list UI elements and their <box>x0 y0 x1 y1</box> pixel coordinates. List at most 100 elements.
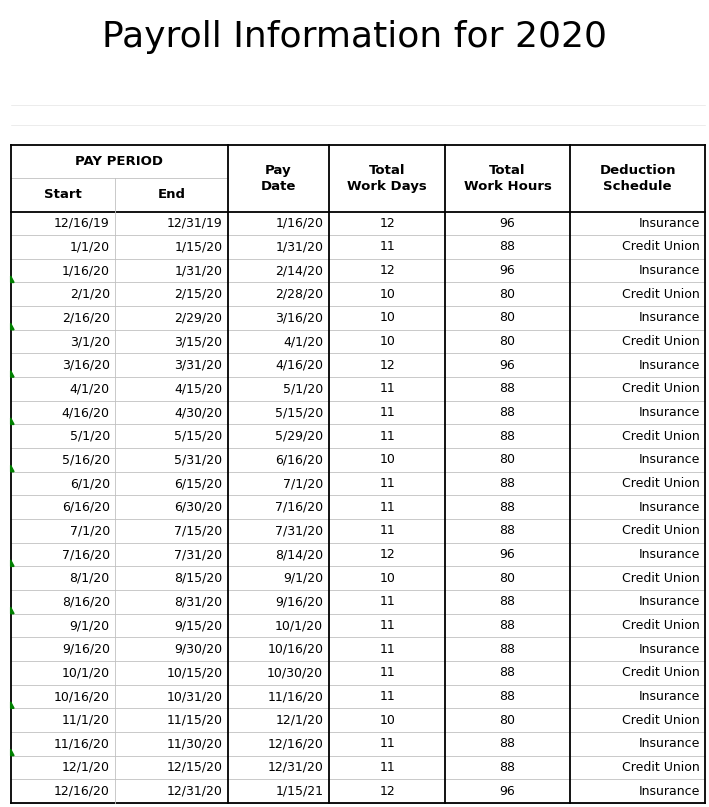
Text: 88: 88 <box>499 525 515 537</box>
Text: 1/31/20: 1/31/20 <box>275 240 323 253</box>
Text: 88: 88 <box>499 667 515 679</box>
Text: 11/15/20: 11/15/20 <box>167 713 223 726</box>
Text: Total
Work Days: Total Work Days <box>347 164 427 193</box>
Text: 12: 12 <box>379 359 395 372</box>
Text: 11: 11 <box>379 596 395 608</box>
Text: 9/1/20: 9/1/20 <box>283 571 323 585</box>
Text: PAY PERIOD: PAY PERIOD <box>75 155 163 169</box>
Text: 6/16/20: 6/16/20 <box>62 500 110 514</box>
Text: 12/31/20: 12/31/20 <box>167 784 223 797</box>
Text: 96: 96 <box>500 784 515 797</box>
Text: 12: 12 <box>379 548 395 561</box>
Text: 9/16/20: 9/16/20 <box>62 642 110 655</box>
Polygon shape <box>11 607 14 613</box>
Text: 12/31/19: 12/31/19 <box>167 217 223 230</box>
Text: 88: 88 <box>499 406 515 419</box>
Text: 12: 12 <box>379 264 395 277</box>
Text: 4/15/20: 4/15/20 <box>174 383 223 395</box>
Text: 1/1/20: 1/1/20 <box>69 240 110 253</box>
Text: Insurance: Insurance <box>638 596 700 608</box>
Text: 10/1/20: 10/1/20 <box>62 667 110 679</box>
Text: 2/14/20: 2/14/20 <box>275 264 323 277</box>
Polygon shape <box>11 418 14 424</box>
Text: 80: 80 <box>499 335 515 348</box>
Text: 11: 11 <box>379 738 395 751</box>
Text: 12: 12 <box>379 784 395 797</box>
Polygon shape <box>11 560 14 567</box>
Text: 8/15/20: 8/15/20 <box>174 571 223 585</box>
Text: 96: 96 <box>500 359 515 372</box>
Text: 6/30/20: 6/30/20 <box>174 500 223 514</box>
Text: 1/16/20: 1/16/20 <box>62 264 110 277</box>
Text: 7/15/20: 7/15/20 <box>174 525 223 537</box>
Text: 11/16/20: 11/16/20 <box>267 690 323 703</box>
Polygon shape <box>11 370 14 377</box>
Text: 5/1/20: 5/1/20 <box>69 430 110 443</box>
Polygon shape <box>11 324 14 330</box>
Text: 12/16/20: 12/16/20 <box>267 738 323 751</box>
Text: Insurance: Insurance <box>638 784 700 797</box>
Text: Deduction
Schedule: Deduction Schedule <box>599 164 676 193</box>
Text: 10/16/20: 10/16/20 <box>54 690 110 703</box>
Text: 88: 88 <box>499 642 515 655</box>
Text: 1/16/20: 1/16/20 <box>275 217 323 230</box>
Text: 7/31/20: 7/31/20 <box>174 548 223 561</box>
Polygon shape <box>11 702 14 709</box>
Text: 7/1/20: 7/1/20 <box>283 477 323 490</box>
Text: 11: 11 <box>379 642 395 655</box>
Text: 10: 10 <box>379 713 395 726</box>
Text: 96: 96 <box>500 548 515 561</box>
Text: 11: 11 <box>379 240 395 253</box>
Text: 88: 88 <box>499 738 515 751</box>
Text: Insurance: Insurance <box>638 217 700 230</box>
Text: Credit Union: Credit Union <box>622 571 700 585</box>
Text: 2/15/20: 2/15/20 <box>174 288 223 301</box>
Polygon shape <box>11 749 14 755</box>
Text: 88: 88 <box>499 383 515 395</box>
Text: 7/31/20: 7/31/20 <box>275 525 323 537</box>
Polygon shape <box>11 276 14 282</box>
Text: Credit Union: Credit Union <box>622 619 700 632</box>
Text: Pay
Date: Pay Date <box>261 164 296 193</box>
Text: 80: 80 <box>499 713 515 726</box>
Text: 5/16/20: 5/16/20 <box>62 454 110 466</box>
Text: 11: 11 <box>379 761 395 774</box>
Text: Credit Union: Credit Union <box>622 335 700 348</box>
Text: 6/15/20: 6/15/20 <box>174 477 223 490</box>
Text: 2/28/20: 2/28/20 <box>275 288 323 301</box>
Text: 9/1/20: 9/1/20 <box>69 619 110 632</box>
Text: 88: 88 <box>499 619 515 632</box>
Text: 88: 88 <box>499 240 515 253</box>
Text: 9/15/20: 9/15/20 <box>174 619 223 632</box>
Text: 3/15/20: 3/15/20 <box>174 335 223 348</box>
Text: 96: 96 <box>500 264 515 277</box>
Text: Insurance: Insurance <box>638 690 700 703</box>
Text: 12/1/20: 12/1/20 <box>62 761 110 774</box>
Text: 4/1/20: 4/1/20 <box>69 383 110 395</box>
Text: 7/16/20: 7/16/20 <box>62 548 110 561</box>
Text: Insurance: Insurance <box>638 406 700 419</box>
Text: 10/15/20: 10/15/20 <box>166 667 223 679</box>
Text: 10: 10 <box>379 288 395 301</box>
Text: 8/16/20: 8/16/20 <box>62 596 110 608</box>
Text: 4/16/20: 4/16/20 <box>275 359 323 372</box>
Text: 4/1/20: 4/1/20 <box>283 335 323 348</box>
Text: 7/16/20: 7/16/20 <box>275 500 323 514</box>
Text: Insurance: Insurance <box>638 642 700 655</box>
Text: 3/31/20: 3/31/20 <box>174 359 223 372</box>
Text: 8/31/20: 8/31/20 <box>174 596 223 608</box>
Text: Credit Union: Credit Union <box>622 430 700 443</box>
Text: 6/16/20: 6/16/20 <box>275 454 323 466</box>
Text: Credit Union: Credit Union <box>622 240 700 253</box>
Text: 8/1/20: 8/1/20 <box>69 571 110 585</box>
Text: 88: 88 <box>499 690 515 703</box>
Text: Start: Start <box>44 189 82 202</box>
Text: 88: 88 <box>499 430 515 443</box>
Text: 11/16/20: 11/16/20 <box>54 738 110 751</box>
Text: 11/30/20: 11/30/20 <box>167 738 223 751</box>
Text: Insurance: Insurance <box>638 738 700 751</box>
Text: 2/16/20: 2/16/20 <box>62 312 110 324</box>
Text: 10/1/20: 10/1/20 <box>275 619 323 632</box>
Text: 11: 11 <box>379 430 395 443</box>
Text: 88: 88 <box>499 477 515 490</box>
